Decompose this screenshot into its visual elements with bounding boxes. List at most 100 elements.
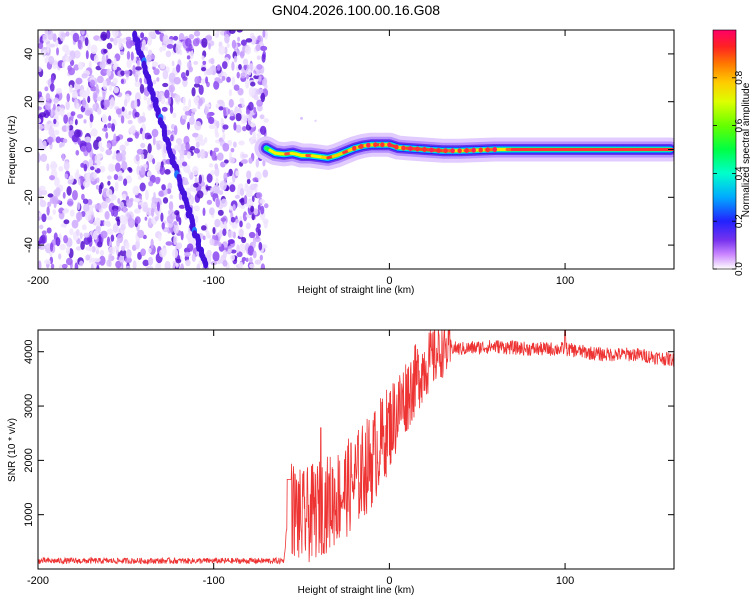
noise-blob (248, 101, 254, 111)
noise-blob (71, 190, 78, 201)
noise-blob (134, 80, 141, 88)
noise-blob (245, 257, 249, 263)
noise-blob (46, 227, 52, 234)
noise-blob (222, 124, 229, 130)
noise-blob (212, 227, 216, 235)
noise-blob (188, 33, 195, 40)
noise-blob (98, 233, 102, 245)
noise-blob (112, 223, 119, 233)
noise-blob (75, 149, 80, 156)
noise-blob (50, 263, 55, 269)
noise-blob (235, 124, 242, 134)
noise-blob (134, 92, 141, 102)
noise-blob (178, 217, 182, 226)
noise-blob (61, 61, 66, 69)
noise-blob (106, 58, 112, 65)
noise-blob (106, 30, 111, 40)
noise-blob (239, 229, 244, 238)
noise-blob (222, 142, 230, 152)
noise-blob (218, 106, 224, 111)
noise-blob (81, 224, 87, 231)
noise-blob (109, 37, 114, 42)
noise-blob (147, 170, 152, 177)
noise-blob (256, 64, 263, 70)
noise-blob (83, 163, 88, 172)
noise-blob (262, 78, 267, 86)
noise-blob (82, 198, 89, 205)
noise-blob (115, 260, 122, 269)
noise-blob (155, 176, 161, 185)
spectrogram-xtick-label: -200 (27, 275, 49, 287)
noise-blob (162, 69, 169, 80)
noise-blob (41, 230, 47, 235)
noise-blob (152, 135, 156, 146)
noise-blob (62, 209, 68, 214)
noise-blob (173, 235, 178, 246)
noise-blob (187, 121, 190, 130)
noise-blob (42, 34, 47, 40)
noise-blob (38, 96, 45, 106)
noise-blob (54, 176, 60, 187)
noise-blob (245, 109, 251, 115)
noise-blob (119, 249, 127, 257)
noise-blob (248, 157, 253, 164)
noise-blob (58, 166, 64, 172)
noise-blob (93, 257, 101, 263)
noise-blob (216, 152, 224, 161)
noise-blob (231, 61, 235, 71)
noise-blob (65, 257, 73, 266)
noise-blob (119, 201, 125, 209)
noise-blob (148, 31, 156, 38)
noise-blob (146, 134, 153, 140)
noise-blob (50, 74, 55, 84)
colorbar-gradient (713, 30, 736, 269)
noise-blob (237, 88, 244, 96)
signal-peak-blob (471, 147, 476, 153)
noise-blob (46, 43, 50, 54)
noise-blob (216, 99, 224, 105)
noise-blob (105, 131, 109, 139)
noise-blob (75, 211, 83, 221)
noise-blob (140, 142, 146, 149)
noise-blob (248, 86, 255, 97)
noise-blob (40, 153, 48, 163)
noise-blob (100, 182, 104, 190)
noise-blob (252, 131, 256, 140)
noise-blob (44, 57, 50, 64)
noise-blob (188, 116, 195, 125)
noise-blob (163, 143, 168, 154)
noise-blob (175, 242, 183, 250)
noise-blob (239, 187, 245, 196)
noise-blob (137, 229, 145, 239)
noise-blob (113, 57, 117, 67)
noise-blob (208, 42, 211, 50)
noise-blob (134, 73, 139, 83)
noise-blob (90, 128, 98, 137)
noise-blob (48, 56, 55, 65)
signal-peak-blob (394, 144, 399, 150)
noise-blob (72, 32, 80, 43)
noise-blob (65, 31, 70, 37)
noise-blob (38, 243, 46, 250)
noise-blob (210, 57, 215, 65)
noise-blob (136, 148, 144, 155)
noise-blob (215, 177, 219, 186)
noise-blob (100, 98, 105, 109)
noise-blob (249, 263, 255, 269)
noise-blob (144, 216, 148, 221)
noise-blob (250, 205, 255, 213)
noise-blob (124, 140, 130, 147)
noise-blob (227, 108, 231, 115)
noise-blob (128, 110, 132, 115)
noise-blob (210, 170, 216, 176)
noise-blob (239, 97, 244, 104)
noise-blob (124, 256, 132, 264)
noise-blob (83, 119, 87, 124)
noise-blob (112, 208, 119, 218)
noise-blob (158, 190, 165, 197)
noise-blob (259, 114, 265, 120)
noise-blob (60, 32, 67, 38)
noise-blob (95, 184, 100, 190)
noise-blob (150, 238, 154, 249)
